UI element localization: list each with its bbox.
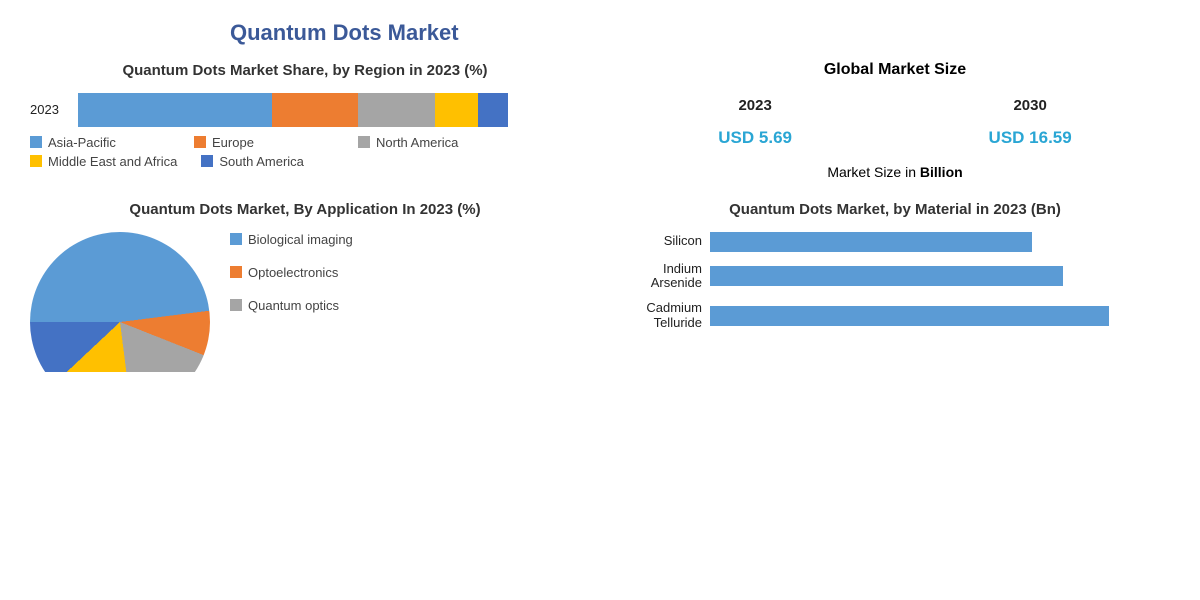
legend-item: Biological imaging [230, 232, 353, 247]
region-segment [435, 93, 478, 127]
material-bar-row: Cadmium Telluride [620, 301, 1170, 331]
pie-chart [30, 232, 210, 372]
legend-label: Optoelectronics [248, 265, 338, 280]
market-size-title: Global Market Size [620, 61, 1170, 79]
material-bar-label: Indium Arsenide [620, 262, 710, 292]
market-size-col: 2023 USD 5.69 [718, 97, 792, 148]
market-size-unit-bold: Billion [920, 164, 963, 180]
market-size-year: 2030 [989, 97, 1072, 114]
region-segment [272, 93, 358, 127]
material-bar-track [710, 266, 1170, 286]
market-size-value: USD 16.59 [989, 128, 1072, 148]
application-chart: Quantum Dots Market, By Application In 2… [30, 200, 580, 372]
legend-swatch [230, 266, 242, 278]
legend-label: Quantum optics [248, 298, 339, 313]
legend-label: South America [219, 154, 304, 169]
market-size-col: 2030 USD 16.59 [989, 97, 1072, 148]
chart-grid: Quantum Dots Market Share, by Region in … [30, 61, 1170, 372]
pie-legend: Biological imaging Optoelectronics Quantum… [230, 232, 353, 331]
region-bar-row: 2023 [30, 93, 580, 127]
market-size-value: USD 5.69 [718, 128, 792, 148]
legend-swatch [230, 299, 242, 311]
material-bar-label: Cadmium Telluride [620, 301, 710, 331]
material-bars: Silicon Indium Arsenide Cadmium Telluride [620, 232, 1170, 332]
legend-label: Europe [212, 135, 254, 150]
legend-item: Optoelectronics [230, 265, 353, 280]
main-title: Quantum Dots Market [230, 20, 1170, 46]
legend-swatch [358, 136, 370, 148]
market-size-panel: Global Market Size 2023 USD 5.69 2030 USD 1… [620, 61, 1170, 180]
legend-label: Middle East and Africa [48, 154, 177, 169]
region-segment [78, 93, 272, 127]
material-bar-track [710, 306, 1170, 326]
material-bar-fill [710, 232, 1032, 252]
material-bar-fill [710, 266, 1063, 286]
legend-swatch [230, 233, 242, 245]
region-segment [358, 93, 435, 127]
legend-item: Quantum optics [230, 298, 353, 313]
legend-item: South America [201, 154, 341, 169]
material-bar-row: Silicon [620, 232, 1170, 252]
region-bar-year-label: 2023 [30, 102, 78, 117]
region-segment [478, 93, 508, 127]
legend-swatch [201, 155, 213, 167]
application-chart-title: Quantum Dots Market, By Application In 2… [30, 200, 580, 220]
legend-swatch [30, 155, 42, 167]
market-size-unit: Market Size in Billion [620, 164, 1170, 180]
market-size-row: 2023 USD 5.69 2030 USD 16.59 [620, 97, 1170, 148]
legend-item: North America [358, 135, 498, 150]
legend-swatch [30, 136, 42, 148]
market-size-year: 2023 [718, 97, 792, 114]
region-chart: Quantum Dots Market Share, by Region in … [30, 61, 580, 180]
pie-wrap [30, 232, 210, 372]
material-chart-title: Quantum Dots Market, by Material in 2023… [620, 200, 1170, 220]
legend-swatch [194, 136, 206, 148]
region-legend: Asia-Pacific Europe North America Middle Ea… [30, 135, 580, 169]
pie-panel: Biological imaging Optoelectronics Quantum… [30, 232, 580, 372]
legend-item: Asia-Pacific [30, 135, 170, 150]
legend-label: North America [376, 135, 458, 150]
legend-item: Middle East and Africa [30, 154, 177, 169]
material-bar-track [710, 232, 1170, 252]
material-bar-label: Silicon [620, 234, 710, 249]
legend-label: Asia-Pacific [48, 135, 116, 150]
material-bar-row: Indium Arsenide [620, 262, 1170, 292]
region-chart-title: Quantum Dots Market Share, by Region in … [30, 61, 580, 81]
legend-label: Biological imaging [248, 232, 353, 247]
material-bar-fill [710, 306, 1109, 326]
material-chart: Quantum Dots Market, by Material in 2023… [620, 200, 1170, 372]
market-size-unit-prefix: Market Size in [827, 164, 920, 180]
region-stacked-bar [78, 93, 508, 127]
legend-item: Europe [194, 135, 334, 150]
